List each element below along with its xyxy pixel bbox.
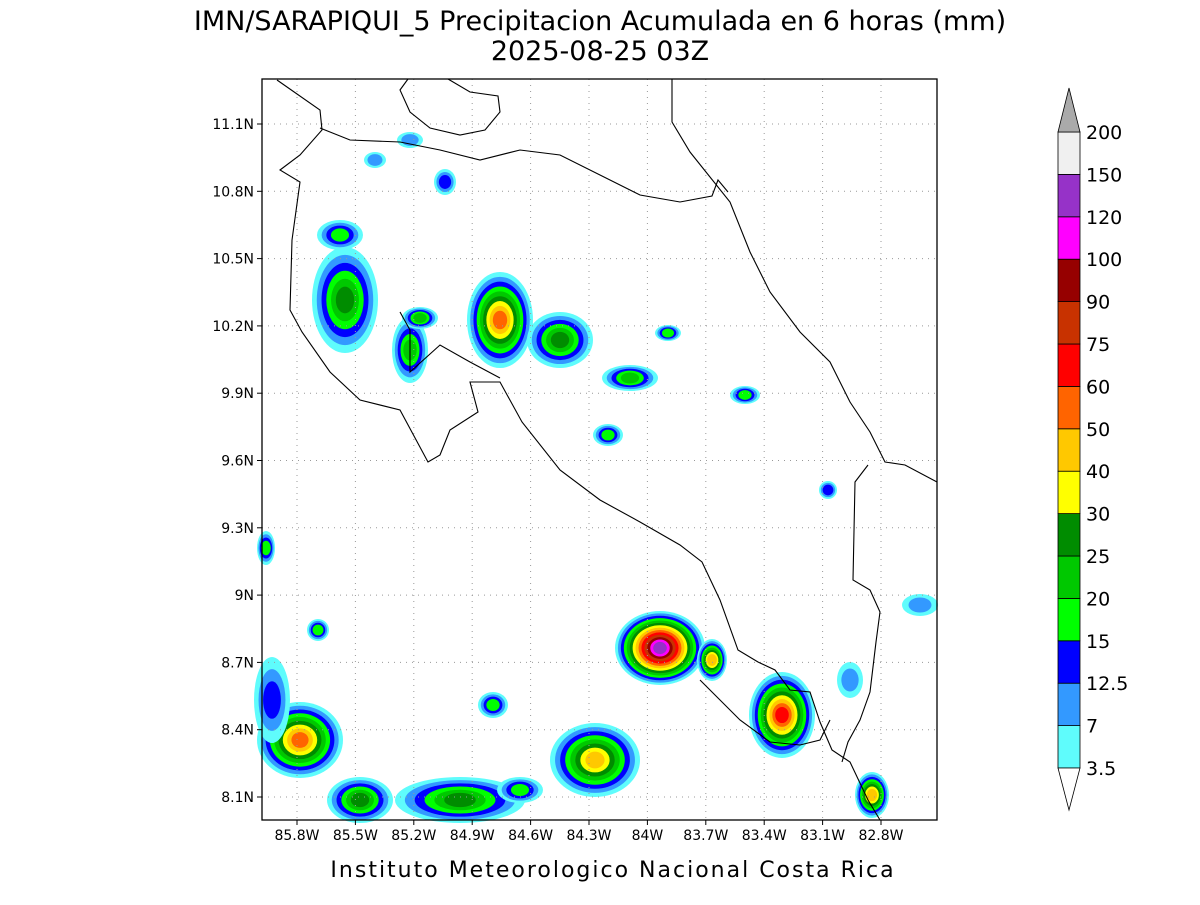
precip-contour	[263, 681, 281, 719]
colorbar-label: 60	[1086, 376, 1110, 398]
colorbar-band	[1057, 428, 1081, 472]
lat-tick-label: 9N	[235, 588, 254, 604]
colorbar-band	[1057, 725, 1081, 769]
colorbar-band	[1057, 640, 1081, 684]
colorbar-label: 75	[1086, 334, 1110, 356]
lat-tick-label: 8.7N	[221, 655, 254, 671]
lon-tick-label: 83.1W	[800, 828, 845, 844]
footer: Instituto Meteorologico Nacional Costa R…	[330, 858, 895, 883]
colorbar-band	[1057, 173, 1081, 218]
lat-tick-label: 10.5N	[212, 252, 254, 268]
lon-tick-label: 83.7W	[683, 828, 728, 844]
colorbar-band	[1057, 216, 1081, 260]
lon-tick-label: 83.4W	[742, 828, 787, 844]
colorbar-band	[1057, 598, 1081, 642]
precip-contour	[312, 624, 324, 636]
lon-tick-label: 84.9W	[450, 828, 495, 844]
lon-tick-label: 85.2W	[391, 828, 436, 844]
lat-tick-label: 10.8N	[212, 184, 254, 200]
colorbar-label: 150	[1086, 164, 1122, 186]
lat-tick-label: 9.3N	[221, 521, 254, 537]
colorbar-band	[1057, 385, 1081, 430]
colorbar-under	[1057, 767, 1081, 812]
precip-contour	[585, 751, 605, 769]
osa-coast	[699, 679, 831, 746]
colorbar-label: 200	[1086, 122, 1122, 144]
precip-contour	[738, 390, 752, 400]
precip-contour	[510, 783, 530, 797]
precip-contour	[492, 310, 508, 330]
lon-tick-label: 85.8W	[274, 828, 319, 844]
lon-tick-label: 84W	[632, 828, 664, 844]
colorbar-label: 25	[1086, 546, 1110, 568]
precip-contour	[866, 788, 878, 802]
colorbar-band	[1057, 343, 1081, 387]
precip-contour	[908, 597, 932, 613]
colorbar-label: 40	[1086, 461, 1110, 483]
colorbar-label: 90	[1086, 292, 1110, 314]
precip-contour	[291, 732, 309, 748]
precip-contour	[367, 154, 383, 166]
colorbar-label: 12.5	[1086, 673, 1128, 695]
precip-contour	[350, 792, 370, 808]
precip-contour	[335, 286, 355, 314]
precip-contour	[653, 641, 667, 655]
axis-labels: 85.8W 85.5W 85.2W 84.9W 84.6W 84.3W 84W 83.7W 83…	[212, 117, 903, 844]
colorbar-band	[1057, 131, 1081, 175]
title: IMN/SARAPIQUI_5 Precipitacion Acumulada …	[194, 6, 1006, 37]
precip-contour	[601, 429, 615, 441]
precip-contour	[413, 313, 427, 323]
subtitle: 2025-08-25 03Z	[491, 36, 709, 67]
colorbar-label: 50	[1086, 419, 1110, 441]
colorbar-label: 7	[1086, 716, 1098, 738]
precip-contour	[775, 706, 789, 724]
colorbar-band	[1057, 258, 1081, 303]
lon-tick-label: 84.6W	[508, 828, 553, 844]
lon-tick-label: 85.5W	[333, 828, 378, 844]
lake-nicaragua	[399, 78, 501, 136]
nicaragua-border	[319, 127, 729, 203]
precip-contour	[661, 328, 675, 338]
colorbar-band	[1057, 682, 1081, 727]
precip-contour	[620, 372, 640, 384]
colorbar-label: 120	[1086, 207, 1122, 229]
colorbar-label: 20	[1086, 588, 1110, 610]
coastlines	[276, 78, 938, 821]
colorbar-band	[1057, 301, 1081, 345]
colorbar-band	[1057, 513, 1081, 557]
colorbar-band	[1057, 555, 1081, 599]
caribbean-coast	[671, 79, 938, 483]
colorbar-over	[1057, 87, 1081, 133]
colorbar-label: 30	[1086, 504, 1110, 526]
precip-contour	[822, 484, 834, 496]
precip-contour	[550, 331, 570, 349]
precip-contour	[330, 228, 350, 242]
lat-tick-label: 9.6N	[221, 454, 254, 470]
lat-tick-label: 11.1N	[212, 117, 254, 133]
lon-tick-label: 84.3W	[566, 828, 611, 844]
colorbar-label: 3.5	[1086, 758, 1116, 780]
pacific-coast	[276, 79, 881, 821]
colorbar: 3.5 7 12.5 15 20 25 30 40 50 60 75 90 100 120 150 200	[1057, 87, 1128, 812]
colorbar-label: 15	[1086, 631, 1110, 653]
precip-contour	[444, 792, 476, 808]
precipitation-field	[254, 132, 938, 823]
lat-tick-label: 8.1N	[221, 790, 254, 806]
lat-tick-label: 9.9N	[221, 386, 254, 402]
precip-contour	[438, 175, 452, 189]
precip-contour	[486, 698, 500, 712]
lon-tick-label: 82.8W	[858, 828, 903, 844]
colorbar-band	[1057, 470, 1081, 515]
panama-border	[841, 464, 881, 763]
colorbar-label: 100	[1086, 249, 1122, 271]
lat-tick-label: 10.2N	[212, 319, 254, 335]
map-frame	[261, 78, 938, 821]
precip-contour	[261, 540, 271, 556]
precip-contour	[841, 668, 859, 692]
precip-contour	[707, 654, 717, 666]
nicoya-gulf	[399, 311, 501, 379]
lat-tick-label: 8.4N	[221, 723, 254, 739]
